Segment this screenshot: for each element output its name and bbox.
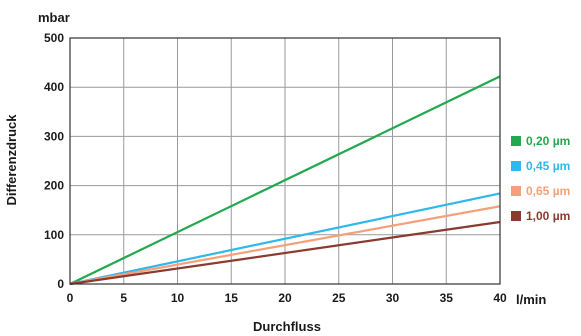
y-axis-ticks: 0 100 200 300 400 500 (44, 31, 64, 291)
series-line (69, 220, 501, 286)
y-tick-label: 300 (44, 129, 64, 143)
legend-swatch (511, 161, 521, 171)
x-axis-ticks: 0 5 10 15 20 25 30 35 40 (67, 291, 507, 305)
x-tick-label: 30 (386, 291, 400, 305)
x-tick-label: 40 (493, 291, 507, 305)
x-tick-label: 15 (225, 291, 239, 305)
plot-frame (69, 37, 501, 285)
x-tick-label: 5 (120, 291, 127, 305)
y-tick-label: 100 (44, 228, 64, 242)
x-axis-title: Durchfluss (253, 319, 321, 334)
x-tick-label: 25 (332, 291, 346, 305)
y-tick-label: 0 (57, 277, 64, 291)
legend: 0,20 µm 0,45 µm 0,65 µm 1,00 µm (511, 134, 570, 223)
y-tick-label: 200 (44, 179, 64, 193)
y-unit-label: mbar (38, 10, 70, 25)
x-unit-label: l/min (516, 292, 546, 307)
legend-swatch (511, 136, 521, 146)
x-tick-label: 10 (171, 291, 185, 305)
y-tick-label: 400 (44, 80, 64, 94)
y-axis-title: Differenzdruck (4, 114, 19, 206)
series-line (69, 205, 501, 286)
grid-lines (69, 37, 501, 285)
series-line (69, 75, 501, 285)
y-tick-label: 500 (44, 31, 64, 45)
legend-label: 0,45 µm (526, 159, 570, 173)
x-tick-label: 0 (67, 291, 74, 305)
series-line (69, 192, 501, 286)
x-tick-label: 20 (278, 291, 292, 305)
legend-label: 0,20 µm (526, 134, 570, 148)
x-tick-label: 35 (440, 291, 454, 305)
legend-label: 0,65 µm (526, 184, 570, 198)
legend-label: 1,00 µm (526, 209, 570, 223)
legend-swatch (511, 211, 521, 221)
legend-swatch (511, 186, 521, 196)
series-lines (69, 75, 501, 286)
